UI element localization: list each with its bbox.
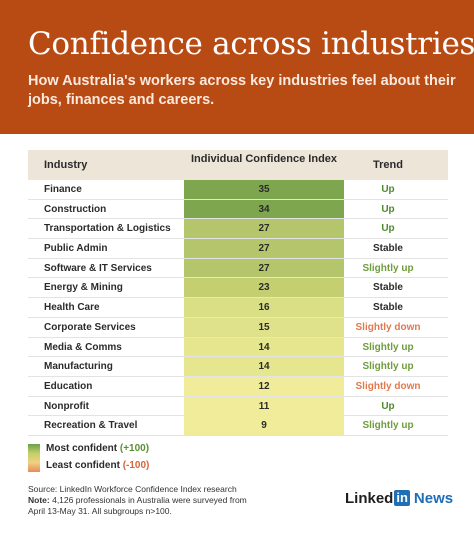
table-row: Energy & Mining 23 Stable — [28, 278, 448, 299]
legend-most: Most confident (+100) — [46, 443, 149, 454]
table-row: Corporate Services 15 Slightly down — [28, 317, 448, 338]
industry-label: Software & IT Services — [44, 262, 152, 274]
index-value-cell: 27 — [184, 239, 344, 258]
brand-news: News — [413, 489, 454, 507]
index-value-cell: 11 — [184, 396, 344, 416]
industry-label: Finance — [44, 184, 82, 195]
trend-label: Slightly up — [362, 262, 414, 274]
trend-label: Slightly down — [355, 321, 421, 333]
index-value-cell: 34 — [184, 199, 344, 219]
legend-least-label: Least confident — [46, 460, 120, 471]
legend-most-value: (+100) — [119, 443, 150, 454]
industry-label: Manufacturing — [44, 361, 113, 373]
trend-label: Slightly up — [362, 341, 414, 353]
header-banner: Confidence across industries How Austral… — [0, 0, 474, 134]
index-value-cell: 14 — [184, 357, 344, 376]
industry-label: Education — [44, 380, 93, 392]
index-value-cell: 14 — [184, 337, 344, 357]
trend-label: Stable — [372, 243, 403, 255]
index-value-cell: 15 — [184, 317, 344, 337]
table-body: Finance 35 Up Construction 34 Up Transportatio… — [28, 180, 448, 436]
industry-label: Media & Comms — [44, 341, 122, 353]
confidence-table: Industry Individual Confidence Index Tre… — [28, 150, 448, 436]
page-title: Confidence across industries — [28, 26, 474, 62]
index-value-cell: 27 — [184, 219, 344, 239]
table-row: Education 12 Slightly down — [28, 376, 448, 397]
industry-label: Nonprofit — [44, 400, 89, 412]
legend-least: Least confident (-100) — [46, 460, 149, 471]
note-label: Note: — [28, 495, 50, 505]
source-text: Source: LinkedIn Workforce Confidence In… — [28, 484, 237, 494]
trend-label: Slightly up — [362, 361, 414, 373]
legend-least-value: (-100) — [122, 460, 150, 471]
index-value-cell: 16 — [184, 298, 344, 317]
industry-label: Construction — [44, 203, 107, 215]
page-subtitle: How Australia's workers across key indus… — [28, 73, 456, 108]
table-row: Transportation & Logistics 27 Up — [28, 219, 448, 240]
index-value-cell: 27 — [184, 258, 344, 278]
linkedin-in-icon: in — [394, 490, 410, 506]
header-industry: Industry — [44, 159, 88, 171]
industry-label: Transportation & Logistics — [44, 223, 171, 235]
trend-label: Slightly down — [355, 380, 421, 392]
linkedin-news-logo: Linked in News — [345, 488, 453, 508]
table-row: Health Care 16 Stable — [28, 298, 448, 318]
legend-most-label: Most confident — [46, 443, 118, 454]
industry-label: Public Admin — [44, 243, 108, 255]
legend-gradient — [28, 444, 40, 472]
table-row: Public Admin 27 Stable — [28, 239, 448, 259]
table-header: Industry Individual Confidence Index Tre… — [28, 150, 448, 180]
table-row: Recreation & Travel 9 Slightly up — [28, 416, 448, 436]
trend-label: Slightly up — [362, 420, 414, 432]
trend-label: Stable — [372, 302, 403, 314]
table-row: Construction 34 Up — [28, 199, 448, 220]
table-row: Manufacturing 14 Slightly up — [28, 357, 448, 377]
note-text: Note: 4,126 professionals in Australia w… — [28, 495, 258, 517]
trend-label: Up — [381, 203, 395, 215]
table-row: Software & IT Services 27 Slightly up — [28, 258, 448, 279]
industry-label: Energy & Mining — [44, 282, 123, 294]
brand-linked: Linked — [345, 489, 394, 507]
index-value-cell: 35 — [184, 180, 344, 199]
index-value-cell: 9 — [184, 416, 344, 435]
table-row: Media & Comms 14 Slightly up — [28, 337, 448, 358]
trend-label: Up — [381, 223, 395, 235]
trend-label: Stable — [372, 282, 403, 294]
index-value-cell: 12 — [184, 376, 344, 396]
header-trend: Trend — [373, 159, 403, 171]
table-row: Finance 35 Up — [28, 180, 448, 200]
header-index: Individual Confidence Index — [190, 153, 338, 165]
trend-label: Up — [381, 400, 395, 412]
industry-label: Recreation & Travel — [44, 420, 138, 432]
industry-label: Corporate Services — [44, 321, 136, 333]
note-body: 4,126 professionals in Australia were su… — [28, 495, 247, 516]
industry-label: Health Care — [44, 302, 100, 314]
index-value-cell: 23 — [184, 278, 344, 298]
table-row: Nonprofit 11 Up — [28, 396, 448, 417]
trend-label: Up — [381, 184, 395, 195]
